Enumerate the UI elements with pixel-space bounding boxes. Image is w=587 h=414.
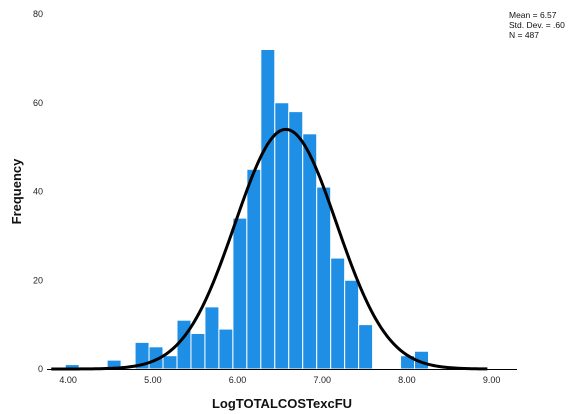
histogram-bar bbox=[162, 355, 178, 370]
histogram-bar bbox=[204, 306, 220, 370]
normal-curve bbox=[51, 127, 488, 371]
x-tick-label: 8.00 bbox=[398, 375, 416, 385]
histogram-bar bbox=[274, 102, 290, 370]
histogram-bar bbox=[316, 186, 332, 370]
x-tick-label: 6.00 bbox=[229, 375, 247, 385]
y-tick-label: 40 bbox=[33, 187, 43, 197]
stats-n: N = 487 bbox=[509, 30, 539, 40]
x-axis-label: LogTOTALCOSTexcFU bbox=[212, 396, 352, 411]
histogram-bar bbox=[232, 217, 248, 370]
x-tick-label: 9.00 bbox=[483, 375, 501, 385]
histogram-bar bbox=[190, 333, 206, 370]
histogram-bar bbox=[302, 133, 318, 370]
x-tick-labels: 4.00 5.00 6.00 7.00 8.00 9.00 bbox=[59, 375, 500, 385]
y-tick-label: 60 bbox=[33, 98, 43, 108]
histogram-bar bbox=[358, 324, 374, 370]
y-axis-label: Frequency bbox=[9, 158, 24, 225]
y-tick-label: 80 bbox=[33, 9, 43, 19]
bars-layer bbox=[64, 49, 430, 370]
stats-std-dev: Std. Dev. = .60 bbox=[509, 20, 565, 30]
histogram-bar bbox=[218, 328, 234, 370]
x-tick-label: 5.00 bbox=[144, 375, 162, 385]
stats-mean: Mean = 6.57 bbox=[509, 10, 557, 20]
histogram-bar bbox=[330, 257, 346, 370]
histogram-bar bbox=[246, 168, 262, 370]
y-tick-label: 0 bbox=[38, 364, 43, 374]
y-tick-label: 20 bbox=[33, 275, 43, 285]
summary-stats: Mean = 6.57 Std. Dev. = .60 N = 487 bbox=[509, 10, 565, 40]
y-tick-labels: 0 20 40 60 80 bbox=[33, 9, 43, 374]
histogram-bar bbox=[260, 49, 276, 370]
x-tick-label: 4.00 bbox=[59, 375, 77, 385]
x-tick-label: 7.00 bbox=[313, 375, 331, 385]
histogram-bar bbox=[344, 279, 360, 370]
histogram-bar bbox=[288, 111, 304, 370]
